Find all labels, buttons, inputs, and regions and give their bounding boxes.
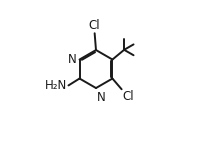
Text: Cl: Cl [122, 90, 134, 103]
Text: N: N [68, 53, 76, 66]
Text: Cl: Cl [89, 19, 100, 32]
Text: H₂N: H₂N [45, 79, 68, 92]
Text: N: N [97, 91, 106, 104]
